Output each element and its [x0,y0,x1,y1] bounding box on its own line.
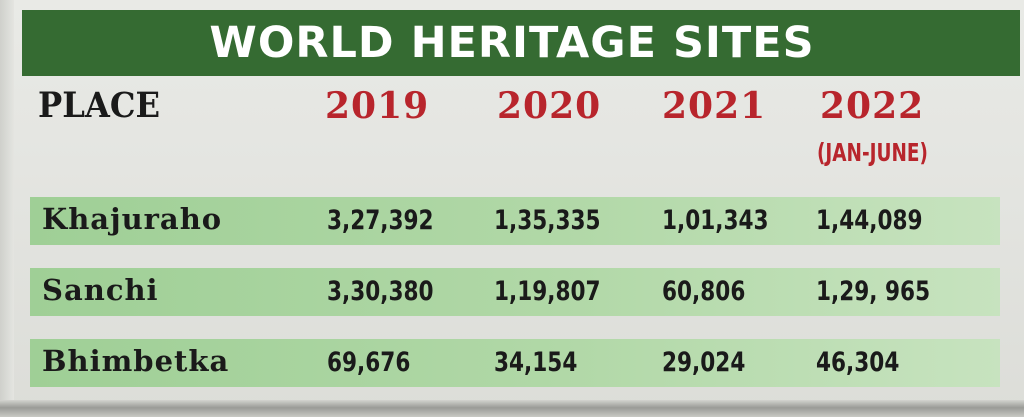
cell-2019: 69,676 [327,347,411,378]
row-place-name: Khajuraho [42,202,223,236]
column-header-2022-note: (JAN-JUNE) [817,138,928,167]
cell-2020: 34,154 [494,347,578,378]
cell-2019: 3,30,380 [327,276,434,307]
title-banner: WORLD HERITAGE SITES [22,10,1020,76]
row-place-name: Sanchi [42,273,159,307]
column-header-2021: 2021 [662,85,767,127]
page-title: WORLD HERITAGE SITES [209,17,815,68]
page-fold-shadow [0,400,1024,417]
column-header-2019: 2019 [325,85,430,127]
column-header-2020: 2020 [497,85,602,127]
cell-2022: 1,44,089 [816,205,923,236]
cell-2021: 29,024 [662,347,746,378]
table-row: Khajuraho 3,27,392 1,35,335 1,01,343 1,4… [30,197,1000,245]
cell-2022: 1,29, 965 [816,276,931,307]
row-place-name: Bhimbetka [42,344,230,378]
page-edge-shadow [0,0,14,417]
cell-2020: 1,19,807 [494,276,601,307]
cell-2021: 1,01,343 [662,205,769,236]
table-row: Sanchi 3,30,380 1,19,807 60,806 1,29, 96… [30,268,1000,316]
cell-2021: 60,806 [662,276,746,307]
cell-2022: 46,304 [816,347,900,378]
cell-2020: 1,35,335 [494,205,601,236]
column-header-2022: 2022 [820,85,925,127]
cell-2019: 3,27,392 [327,205,434,236]
table-row: Bhimbetka 69,676 34,154 29,024 46,304 [30,339,1000,387]
column-header-place: PLACE [38,85,161,126]
